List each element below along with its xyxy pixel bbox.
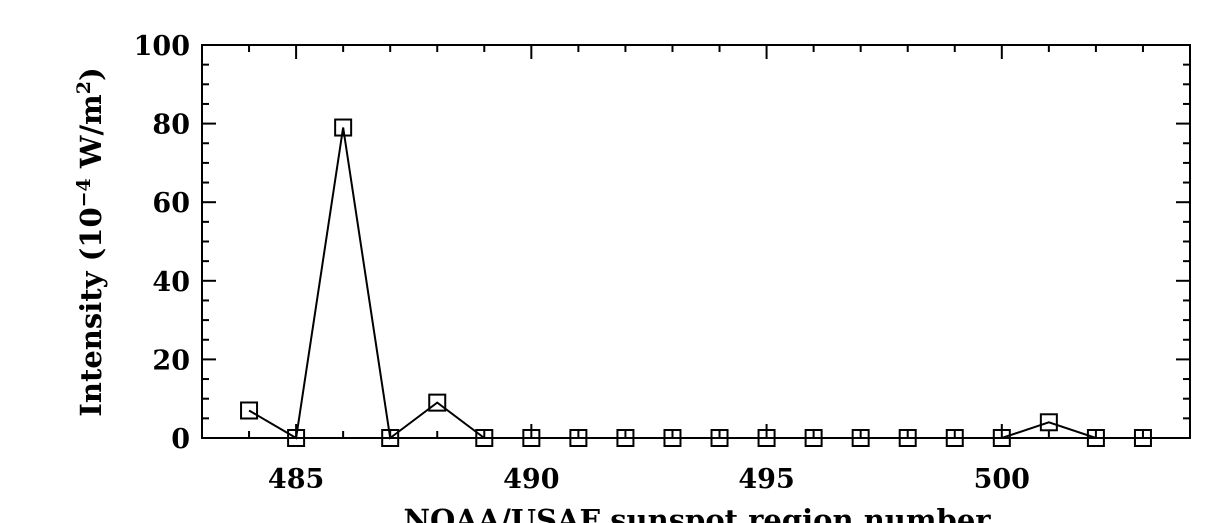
data-point (851, 429, 870, 447)
data-point (522, 429, 541, 447)
data-point (1133, 429, 1152, 447)
data-point (945, 429, 964, 447)
data-point (428, 393, 447, 412)
data-point (898, 429, 917, 447)
data-point (569, 429, 588, 447)
data-point (475, 429, 494, 447)
series-line (248, 127, 1143, 440)
x-tick-label: 490 (503, 464, 559, 495)
y-tick-label: 40 (152, 267, 190, 298)
axis-ticks (201, 44, 1191, 439)
data-point (710, 429, 729, 447)
x-tick-labels: 485 490 495 500 (268, 464, 1030, 495)
x-tick-label: 500 (974, 464, 1030, 495)
y-tick-label: 60 (152, 188, 190, 219)
data-point (616, 429, 635, 447)
y-tick-label: 0 (171, 424, 190, 455)
data-point (334, 118, 353, 137)
y-tick-labels: 0 20 40 60 80 100 (134, 31, 190, 455)
data-point (287, 429, 306, 447)
data-point (663, 429, 682, 447)
x-axis-title: NOAA/USAF sunspot region number (403, 503, 991, 523)
y-tick-label: 80 (152, 110, 190, 141)
data-point (992, 429, 1011, 447)
data-point (381, 429, 400, 447)
data-point (1039, 413, 1058, 432)
data-point (240, 401, 259, 420)
data-point (757, 429, 776, 447)
data-series (240, 118, 1152, 447)
plot-frame (201, 44, 1191, 439)
y-tick-label: 20 (152, 345, 190, 376)
data-point (804, 429, 823, 447)
y-axis-title: Intensity (10−4 W/m2) (73, 67, 108, 416)
x-tick-label: 495 (738, 464, 794, 495)
x-tick-label: 485 (268, 464, 324, 495)
y-tick-label: 100 (134, 31, 190, 62)
data-point (1086, 429, 1105, 447)
